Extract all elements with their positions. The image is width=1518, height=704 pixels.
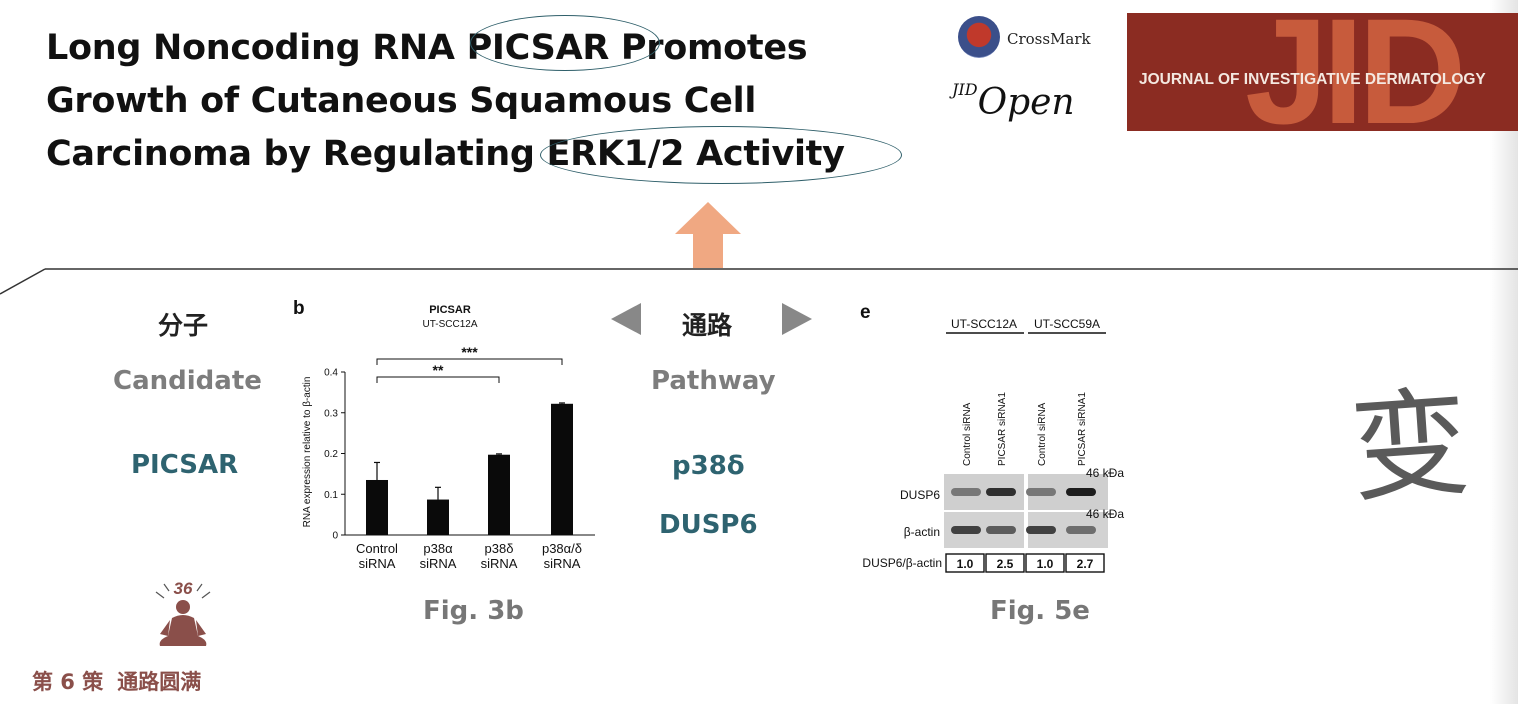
jid-banner-letters: JID (1245, 13, 1466, 131)
y-tick-label: 0.4 (324, 368, 338, 379)
molecule-heading: 分子 (158, 311, 209, 340)
lane-label: PICSAR siRNA1 (997, 392, 1008, 466)
significance-bracket (376, 376, 500, 383)
band-dusp6 (951, 488, 981, 496)
bar (366, 479, 388, 535)
journal-name: JOURNAL OF INVESTIGATIVE DERMATOLOGY (1139, 71, 1486, 88)
x-tick-label: Control (356, 541, 398, 556)
crossmark-icon (958, 16, 1000, 58)
chart-ylabel: RNA expression relative to β-actin (302, 377, 313, 528)
y-ticks: 0 0.1 0.2 0.3 0.4 (324, 368, 345, 542)
bottom-label-strategy: 第 6 策 (32, 670, 104, 694)
jid-open-sup: JID (952, 80, 978, 99)
significance-bracket (376, 358, 563, 365)
ratio-box (1025, 553, 1065, 573)
crossmark-label: CrossMark (1007, 30, 1091, 48)
bar-chart-fig3b: b PICSAR UT-SCC12A RNA expression relati… (293, 298, 595, 571)
ratio-value: 2.5 (997, 557, 1014, 571)
pathway-heading: 通路 (682, 311, 733, 340)
bar (427, 499, 449, 535)
band-dusp6 (1026, 488, 1056, 496)
band-actin (1066, 526, 1096, 534)
band-actin (951, 526, 981, 534)
significance-brackets: ***** (376, 344, 563, 383)
chart-title: PICSAR (429, 304, 471, 316)
row-label-actin: β-actin (904, 525, 940, 539)
blot-bands (944, 474, 1108, 548)
title-line-1: Long Noncoding RNA PICSAR Promotes (46, 28, 808, 68)
x-tick-label: siRNA (544, 556, 581, 571)
lane-label: Control siRNA (1037, 402, 1048, 466)
up-arrow-icon (675, 202, 741, 268)
band-actin (1026, 526, 1056, 534)
ratio-box (985, 553, 1025, 573)
ratio-box (945, 553, 985, 573)
blot-panel-label: e (860, 302, 871, 323)
row-label-dusp6: DUSP6 (900, 488, 940, 502)
highlight-ellipse-picsar (470, 15, 660, 71)
ratio-box (1065, 553, 1105, 573)
x-tick-label: siRNA (420, 556, 457, 571)
lane-label: Control siRNA (962, 402, 973, 466)
title-line-2: Growth of Cutaneous Squamous Cell (46, 81, 757, 121)
ratio-boxes: 1.0 2.5 1.0 2.7 (945, 553, 1105, 573)
pathway-item-dusp6: DUSP6 (659, 510, 758, 540)
jid-open-logo: JIDOpen (952, 80, 1075, 123)
badge-number: 36 (174, 579, 193, 598)
x-tick-label: siRNA (481, 556, 518, 571)
lane-label: PICSAR siRNA1 (1077, 392, 1088, 466)
band-dusp6 (986, 488, 1016, 496)
bottom-label: 第 6 策通路圆满 (32, 666, 215, 696)
x-tick-label: siRNA (359, 556, 396, 571)
y-tick-label: 0.1 (324, 490, 338, 501)
jid-open-word: Open (977, 82, 1075, 123)
ratio-value: 1.0 (957, 557, 974, 571)
bar (488, 454, 510, 535)
ratio-label: DUSP6/β-actin (862, 556, 942, 570)
y-tick-label: 0.3 (324, 408, 338, 419)
section-divider (0, 268, 1518, 295)
marker-2: 46 kDa (1086, 507, 1124, 521)
cell-line-2: UT-SCC59A (1034, 317, 1100, 331)
bar (551, 403, 573, 535)
significance-label: *** (461, 344, 478, 360)
x-tick-label: p38δ (485, 541, 514, 556)
chart-subtitle: UT-SCC12A (422, 319, 477, 330)
figure-caption-3b: Fig. 3b (423, 596, 524, 626)
y-tick-label: 0 (332, 531, 338, 542)
western-blot-fig5e: e UT-SCC12A UT-SCC59A Control siRNA PICSA… (860, 302, 1124, 573)
x-labels: ControlsiRNAp38αsiRNAp38δsiRNAp38α/δsiRN… (356, 541, 582, 571)
ratio-value: 1.0 (1037, 557, 1054, 571)
bars (366, 402, 573, 535)
x-tick-label: p38α (423, 541, 453, 556)
band-actin (986, 526, 1016, 534)
marker-1: 46 kDa (1086, 466, 1124, 480)
pathway-label: Pathway (651, 366, 776, 396)
ratio-value: 2.7 (1077, 557, 1094, 571)
left-triangle-icon (611, 303, 641, 335)
lane-labels: Control siRNA PICSAR siRNA1 Control siRNA P… (962, 392, 1088, 466)
y-tick-label: 0.2 (324, 449, 338, 460)
band-dusp6 (1066, 488, 1096, 496)
calligraphy-character: 变 (1346, 373, 1474, 519)
candidate-item: PICSAR (131, 450, 239, 480)
chart-panel-label: b (293, 298, 305, 319)
significance-label: ** (433, 362, 444, 378)
highlight-ellipse-erk (540, 126, 902, 184)
candidate-label: Candidate (113, 366, 262, 396)
pathway-item-p38d: p38δ (672, 451, 745, 481)
cell-line-1: UT-SCC12A (951, 317, 1017, 331)
journal-banner: JID JOURNAL OF INVESTIGATIVE DERMATOLOGY (1127, 13, 1518, 131)
meditation-figure-icon: 36 (155, 579, 211, 646)
figure-caption-5e: Fig. 5e (990, 596, 1090, 626)
right-triangle-icon (782, 303, 812, 335)
bottom-label-title: 通路圆满 (117, 670, 202, 694)
x-tick-label: p38α/δ (542, 541, 582, 556)
